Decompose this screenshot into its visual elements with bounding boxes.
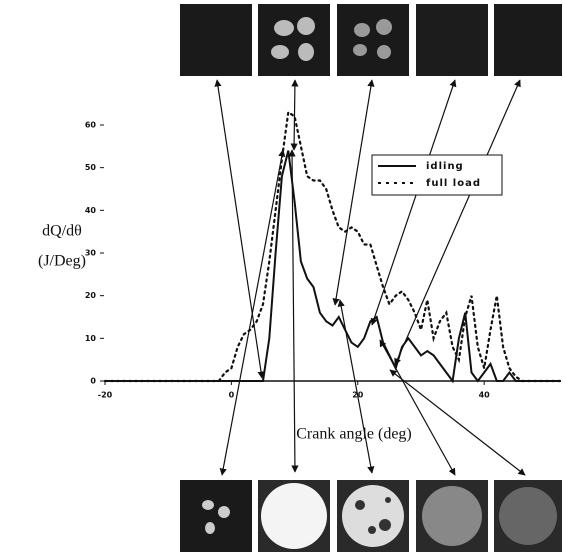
y-axis-label: dQ/dθ: [42, 223, 82, 240]
legend-box: [371, 154, 503, 196]
flame-disc: [261, 483, 327, 549]
arrow: [288, 149, 299, 473]
y-tick-label: 60: [85, 120, 97, 129]
y-tick-label: 20: [85, 291, 97, 300]
flame-image: [494, 4, 562, 76]
flame-spots: [355, 497, 391, 534]
arrow: [332, 79, 375, 306]
arrow: [389, 369, 526, 476]
legend-label: full load: [426, 178, 481, 189]
x-axis-label: Crank angle (deg): [296, 426, 412, 443]
arrow: [219, 149, 286, 476]
bottom-images: [180, 480, 562, 552]
line-0: [104, 150, 561, 384]
flame-image: [337, 4, 409, 76]
y-tick-label: 0: [90, 377, 96, 386]
flame-disc: [422, 486, 482, 546]
flame-blobs: [271, 17, 315, 61]
arrow: [214, 79, 265, 379]
y-tick-label: 10: [85, 334, 97, 343]
flame-image: [180, 4, 252, 76]
line-1: [103, 110, 562, 383]
flame-blobs: [202, 500, 230, 534]
y-tick-label: 50: [85, 163, 97, 172]
flame-disc: [499, 487, 557, 545]
flame-image: [180, 480, 252, 552]
flame-image: [416, 4, 488, 76]
arrow: [337, 299, 375, 474]
flame-image: [258, 4, 330, 76]
x-tick-label: 40: [479, 391, 491, 400]
x-tick-label: 20: [352, 391, 364, 400]
y-axis-label: (J/Deg): [38, 253, 86, 270]
x-tick-label: 0: [229, 391, 235, 400]
arrow: [290, 79, 299, 151]
top-images: [180, 4, 562, 76]
arrow: [370, 79, 457, 326]
arrow: [394, 79, 521, 366]
legend-label: idling: [426, 161, 464, 172]
flame-disc: [342, 485, 404, 547]
x-tick-label: -20: [98, 391, 113, 400]
flame-blobs: [353, 19, 392, 59]
y-tick-label: 40: [85, 206, 97, 215]
arrows: [214, 79, 526, 476]
y-tick-label: 30: [85, 248, 97, 257]
